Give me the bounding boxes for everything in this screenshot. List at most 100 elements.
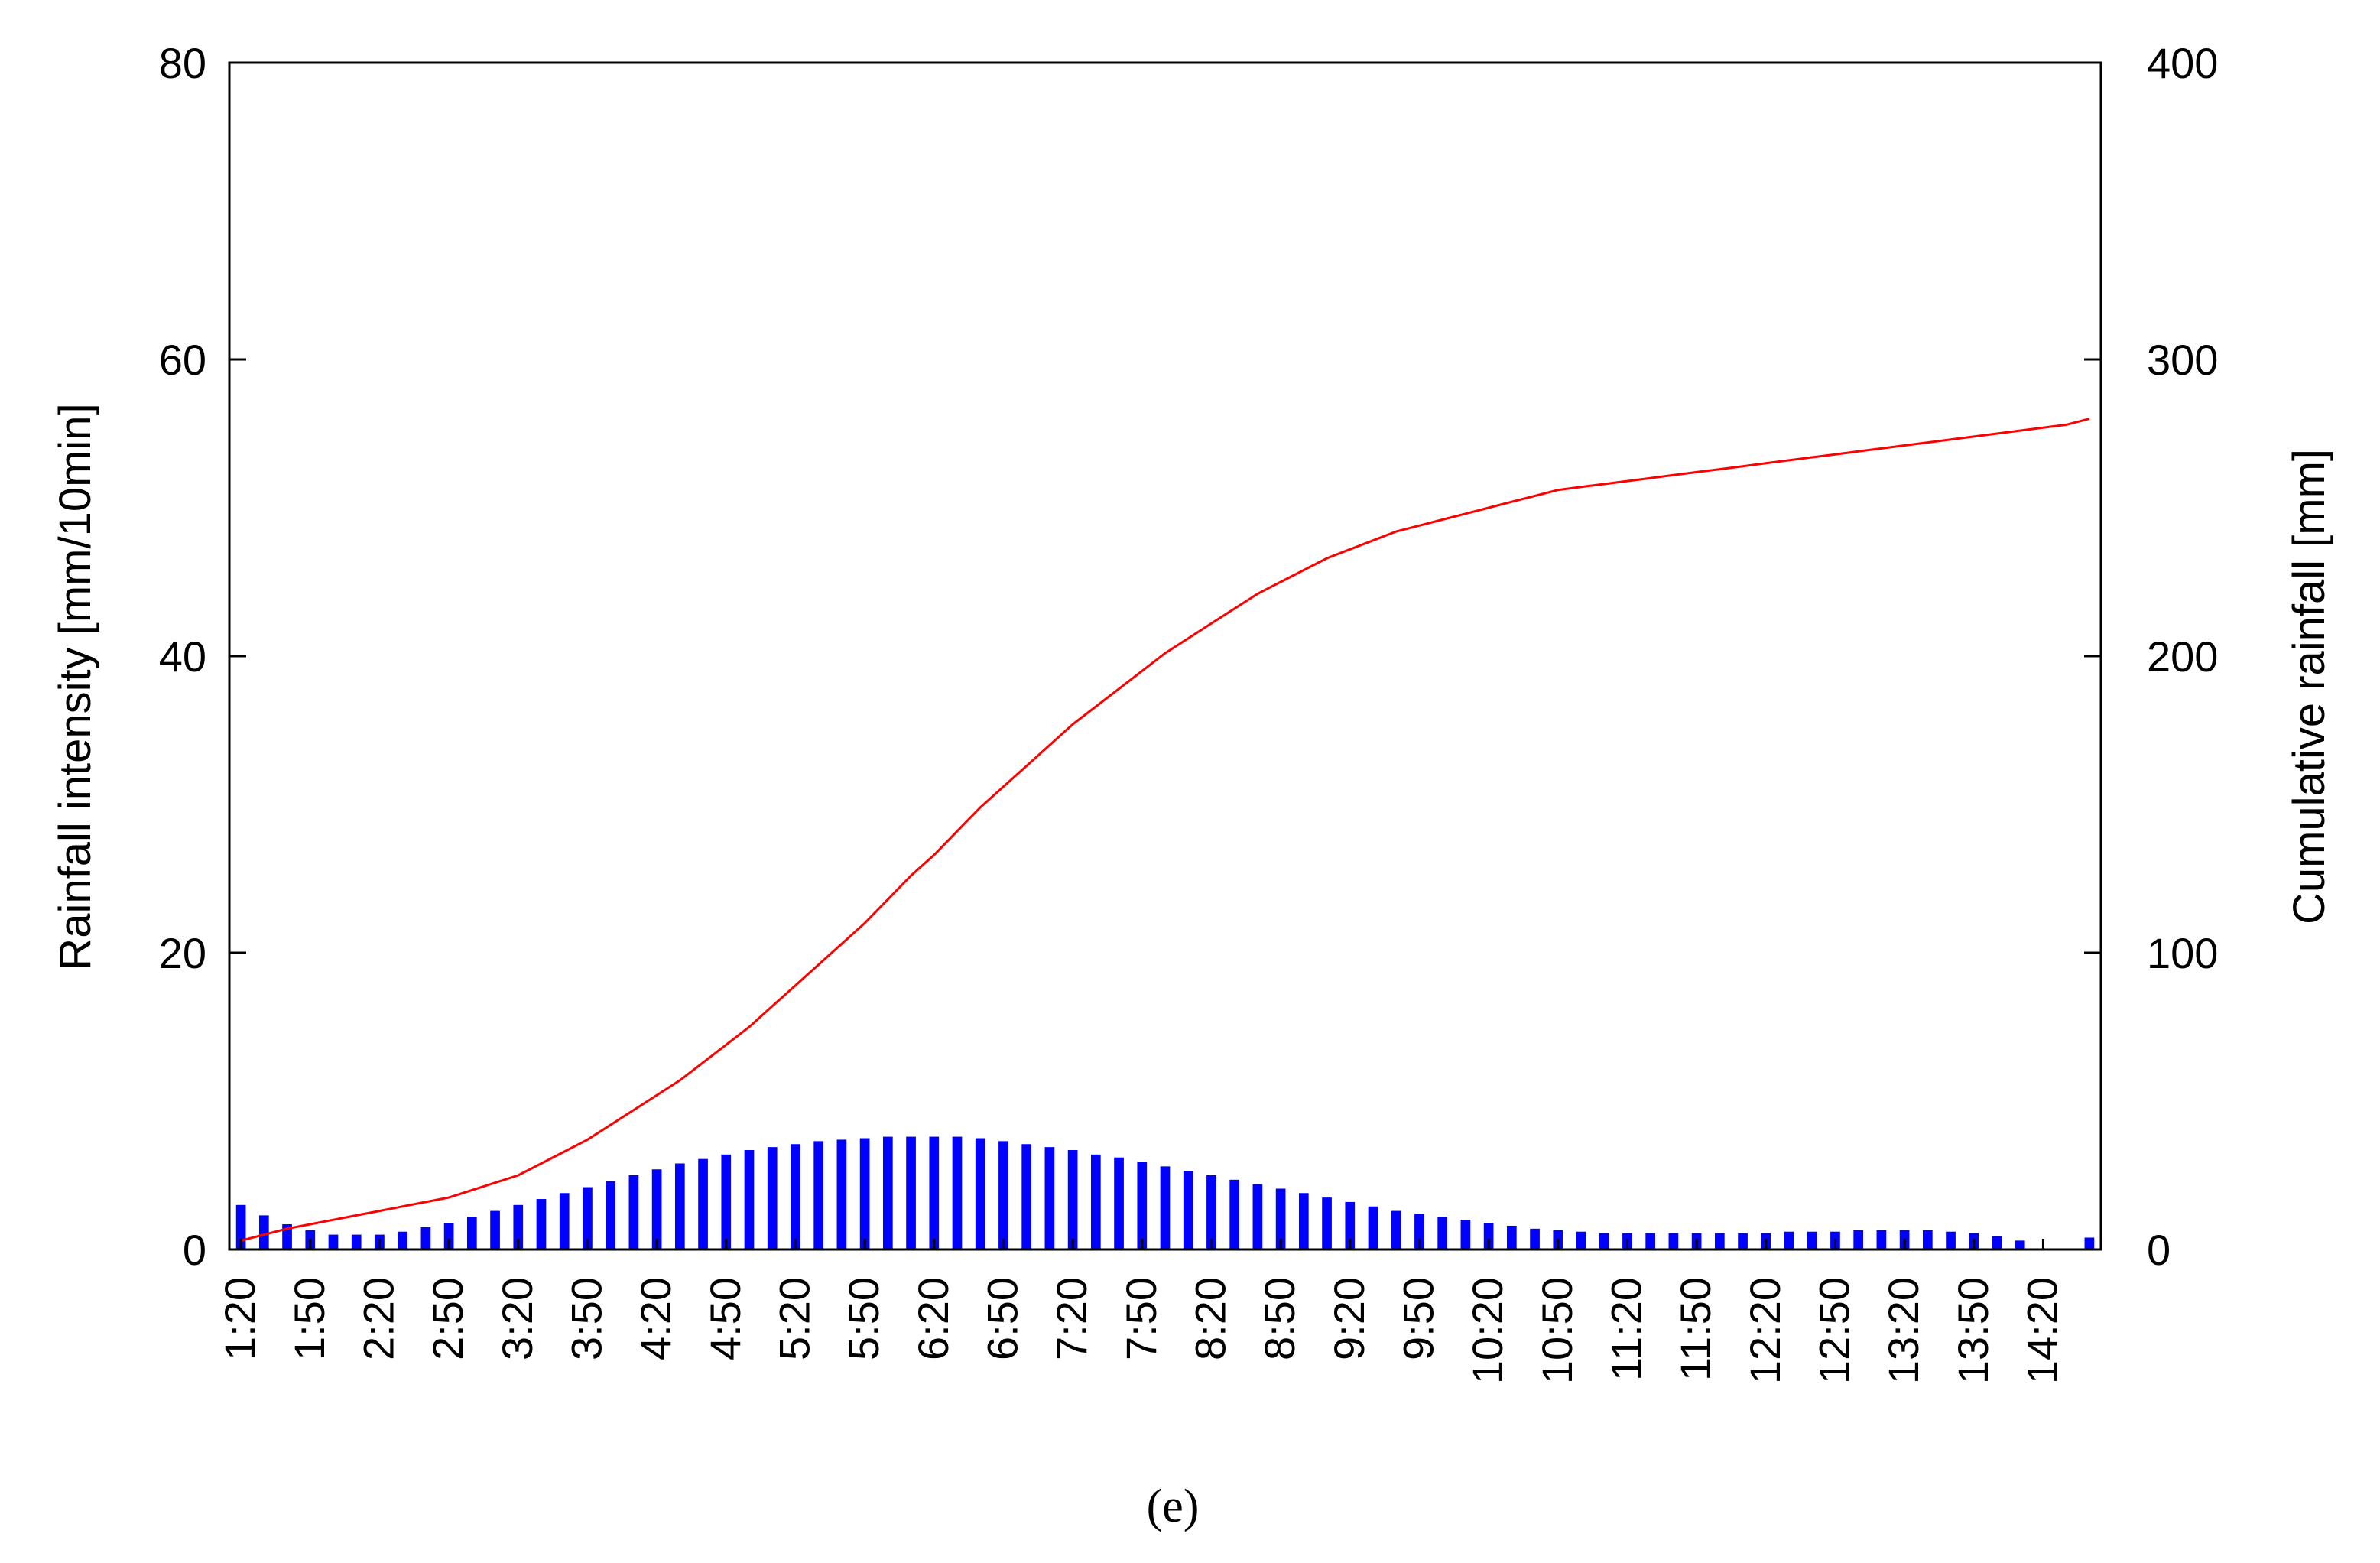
y-right-tick-label: 400 [2147,39,2218,87]
rain-bar [1506,1225,1517,1249]
rain-bar [1183,1171,1193,1249]
x-tick-label: 9:50 [1394,1277,1442,1360]
y-left-tick-label: 80 [159,39,206,87]
x-tick-label: 3:50 [562,1277,610,1360]
y-left-tick-label: 20 [159,929,206,977]
x-tick-label: 5:20 [770,1277,818,1360]
rain-bar [1229,1179,1240,1249]
rain-bar [1298,1193,1309,1249]
rain-bar [1922,1230,1933,1249]
rain-bar [328,1234,339,1249]
x-tick-label: 1:50 [285,1277,333,1360]
rain-bar [443,1223,454,1249]
rain-bar [1784,1231,1794,1249]
rain-bar [1368,1206,1378,1249]
rain-bar [1252,1184,1263,1249]
rain-bar [791,1144,800,1249]
rain-bar [2015,1240,2025,1249]
rain-bar [1114,1157,1124,1249]
x-tick-label: 9:20 [1325,1277,1373,1360]
x-tick-label: 7:50 [1117,1277,1165,1360]
x-tick-label: 2:50 [424,1277,472,1360]
y-right-tick-label: 0 [2147,1226,2171,1274]
figure-caption: (e) [1147,1480,1200,1532]
rain-bar [1160,1166,1171,1249]
y-right-tick-label: 200 [2147,632,2218,681]
rain-bar [1021,1144,1032,1249]
rain-bar [1391,1210,1401,1249]
x-tick-label: 4:50 [701,1277,749,1360]
rain-bar [1137,1162,1148,1249]
x-tick-label: 11:20 [1602,1277,1650,1381]
y-right-tick-label: 300 [2147,336,2218,384]
rain-bar [1345,1201,1356,1249]
x-tick-label: 8:20 [1186,1277,1234,1360]
rain-bar [952,1136,963,1249]
rain-bar [813,1141,824,1249]
rain-bar [1322,1197,1332,1249]
rain-bar [1206,1175,1216,1249]
rain-bar [906,1136,916,1249]
rain-bar [2084,1237,2095,1249]
rain-bar [882,1136,893,1249]
x-tick-label: 10:20 [1463,1277,1511,1384]
rain-bar [628,1175,639,1249]
plot-frame [228,61,2102,1251]
rain-bar [466,1217,477,1249]
rain-bar [767,1147,778,1249]
x-tick-label: 6:20 [909,1277,957,1360]
y-axis-right-title: Cumulative rainfall [mm] [2284,449,2334,924]
rain-bar [606,1181,616,1249]
rain-bar [1044,1147,1055,1249]
rain-bar [1483,1223,1494,1249]
rain-bar [1414,1214,1424,1249]
rain-bar [1992,1236,2002,1249]
x-tick-label: 4:20 [632,1277,680,1360]
x-tick-label: 13:20 [1879,1277,1927,1384]
rain-bar [583,1187,593,1249]
rain-bar [536,1199,547,1249]
rain-bar [1645,1233,1656,1249]
x-tick-label: 5:50 [839,1277,888,1360]
rain-bar [651,1169,662,1249]
line-series [240,418,2090,1242]
x-tick-label: 13:50 [1949,1277,1997,1384]
x-tick-label: 1:20 [216,1277,264,1360]
rain-bar [1437,1217,1448,1249]
rain-bar [1090,1154,1101,1249]
y-axis-left-title: Rainfall intensity [mm/10min] [50,403,100,970]
rain-bar [744,1150,755,1249]
rain-bar [420,1227,431,1249]
rain-bar [929,1136,940,1249]
rain-bar [1876,1230,1887,1249]
y-left-tick-label: 60 [159,336,206,384]
rain-bar [282,1224,292,1249]
rain-bar [398,1231,408,1249]
bar-series [235,1136,2095,1249]
rain-bar [1853,1230,1864,1249]
axis-ticks: 0 20 40 60 80 0 100 200 300 400 1:20 1:50 2:20 2:50 3:… [159,39,2219,1384]
x-tick-label: 12:50 [1810,1277,1858,1384]
rain-bar [351,1234,362,1249]
rain-bar [235,1204,246,1249]
rain-bar [998,1141,1008,1249]
rain-bar [1807,1231,1817,1249]
x-tick-label: 14:20 [2018,1277,2066,1384]
x-tick-label: 11:50 [1671,1277,1719,1381]
rain-bar [721,1154,732,1249]
x-tick-label: 2:20 [354,1277,402,1360]
rain-bar [1668,1233,1679,1249]
x-tick-label: 7:20 [1047,1277,1096,1360]
rain-bar [1738,1233,1748,1249]
rain-bar [1530,1228,1540,1249]
x-tick-label: 3:20 [493,1277,541,1360]
y-left-tick-label: 0 [183,1226,206,1274]
rain-bar [1599,1233,1609,1249]
rain-bar [674,1163,685,1249]
rain-bar [1576,1231,1586,1249]
x-tick-label: 12:20 [1741,1277,1789,1384]
rain-bar [490,1210,500,1249]
x-tick-label: 10:50 [1533,1277,1581,1384]
rain-bar [975,1138,985,1249]
